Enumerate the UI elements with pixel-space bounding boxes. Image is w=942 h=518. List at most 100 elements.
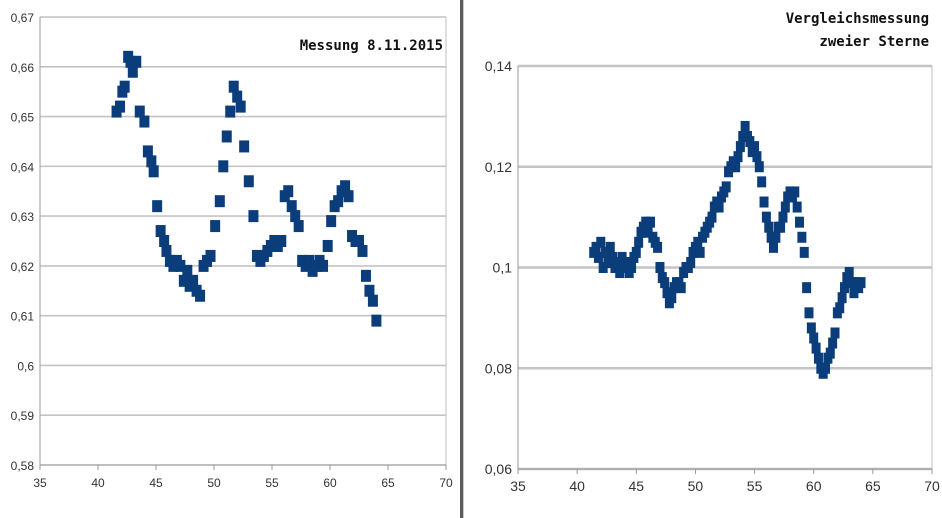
data-point [645,216,655,228]
data-point [804,307,814,319]
data-point [617,251,627,263]
data-point [660,277,670,289]
y-tick-label: 0,66 [11,61,35,75]
x-tick-label: 35 [510,478,526,494]
x-tick-label: 40 [91,476,105,490]
data-point [239,140,250,153]
left-chart: 0,58 0,59 0,6 0,61 0,62 0,63 0,64 0,65 0,66 0,67 3… [11,11,453,490]
data-point [608,251,618,263]
data-point [243,175,254,188]
data-point [340,180,351,193]
data-point [643,226,653,238]
data-point [142,145,153,158]
y-tick-label: 0,65 [11,111,35,125]
data-point [612,256,622,268]
data-point [721,181,731,193]
data-point [766,231,776,243]
data-point [178,274,189,287]
data-point [159,235,170,247]
data-point [318,259,329,272]
data-point [655,262,665,273]
data-point [205,249,216,262]
data-point [686,256,696,268]
data-point [738,131,748,143]
data-point [771,231,781,243]
data-point [731,161,741,173]
data-point [248,210,259,223]
data-point [134,105,145,118]
data-point [152,200,163,213]
data-point [662,287,672,299]
x-tick-label: 50 [688,478,704,494]
data-point [235,100,246,113]
data-point [360,269,371,282]
chart-title: zweier Sterne [819,34,929,50]
data-point [764,221,774,233]
data-point [835,302,845,314]
x-tick-label: 55 [747,478,763,494]
data-point [849,287,859,299]
data-point [825,347,835,359]
data-point [821,362,831,374]
data-point [615,267,625,279]
x-tick-label: 65 [865,478,881,494]
data-point [354,235,364,247]
data-point [119,80,130,93]
data-point [598,262,608,273]
data-point [809,332,819,344]
data-point [304,254,315,267]
data-point [707,211,717,223]
data-point [790,186,800,198]
data-point [127,65,138,78]
x-tick-label: 60 [806,478,822,494]
data-point [290,210,301,223]
data-point [631,246,641,258]
x-tick-label: 50 [207,476,221,490]
data-point [364,284,375,297]
data-point [357,244,368,257]
data-point [837,292,847,304]
data-point [605,241,615,253]
chart-title: Messung 8.11.2015 [300,38,443,54]
data-point [188,274,199,287]
data-point [283,185,294,198]
data-point [371,314,382,327]
data-point [146,155,157,168]
panel-divider-shadow [463,0,464,518]
y-tick-label: 0,64 [11,160,35,174]
data-point [759,196,769,208]
data-point [367,294,378,307]
data-point [795,216,805,228]
x-tick-label: 45 [628,478,644,494]
data-point [768,241,778,253]
data-point [326,215,337,228]
data-point [830,327,840,339]
data-point [210,220,221,233]
x-tick-label: 35 [33,476,47,490]
data-point [593,251,603,263]
panel-divider [460,0,463,518]
data-point [148,165,159,178]
data-point [676,282,686,294]
data-point [750,141,760,153]
data-point [813,352,823,364]
y-tick-label: 0,63 [11,210,35,224]
y-tick-label: 0,1 [493,260,513,276]
data-point [221,130,232,143]
data-point [276,235,287,247]
data-point [322,239,333,252]
data-point [601,246,611,258]
data-point [228,80,239,93]
y-tick-label: 0,59 [11,409,35,423]
data-point [627,262,637,273]
data-point [714,201,724,213]
data-point [293,220,304,233]
data-point [806,322,816,334]
data-point [653,241,663,253]
data-point [218,160,229,173]
data-point [799,246,809,258]
x-tick-label: 70 [924,478,940,494]
y-tick-label: 0,58 [11,459,35,473]
